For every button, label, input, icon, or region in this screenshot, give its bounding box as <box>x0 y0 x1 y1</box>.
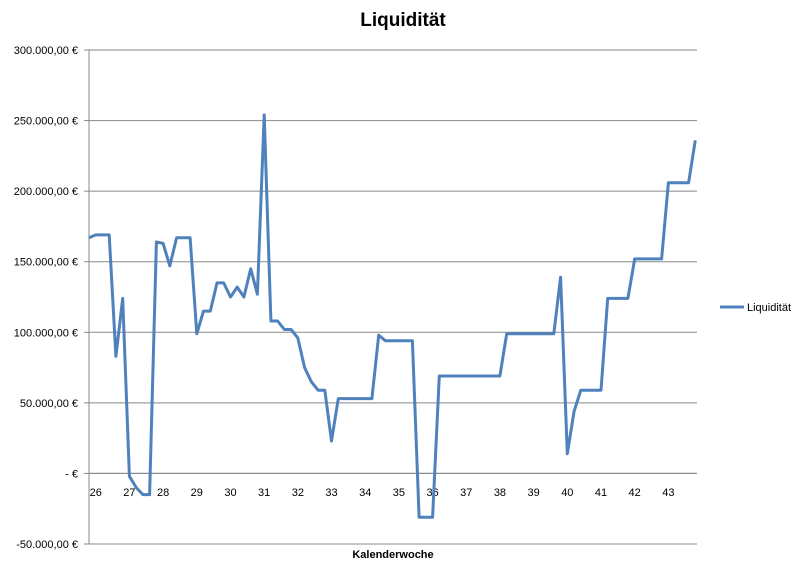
x-tick-label: 26 <box>90 487 102 499</box>
axes <box>88 50 697 544</box>
y-tick-label: 300.000,00 € <box>14 45 78 57</box>
chart-title: Liquidität <box>360 10 446 31</box>
x-tick-label: 33 <box>325 487 337 499</box>
x-tick-label: 40 <box>561 487 573 499</box>
x-tick-label: 27 <box>123 487 135 499</box>
x-tick-label: 43 <box>662 487 674 499</box>
x-tick-label: 41 <box>595 487 607 499</box>
x-tick-label: 34 <box>359 487 371 499</box>
x-tick-label: 32 <box>292 487 304 499</box>
y-tick-label: 250.000,00 € <box>14 116 78 128</box>
y-tick-label: 100.000,00 € <box>14 327 78 339</box>
x-tick-label: 30 <box>224 487 236 499</box>
gridlines <box>89 49 697 545</box>
legend: Liquidität <box>720 302 791 314</box>
x-tick-label: 42 <box>629 487 641 499</box>
x-tick-label: 38 <box>494 487 506 499</box>
y-tick-label: 200.000,00 € <box>14 186 78 198</box>
y-axis-ticks: 300.000,00 € 250.000,00 € 200.000,00 € 150.… <box>14 45 89 551</box>
legend-label: Liquidität <box>747 302 791 314</box>
y-tick-label: - € <box>65 468 78 480</box>
x-tick-label: 31 <box>258 487 270 499</box>
y-tick-label: 150.000,00 € <box>14 257 78 269</box>
x-tick-label: 28 <box>157 487 169 499</box>
y-tick-label: -50.000,00 € <box>16 539 78 551</box>
x-axis-label: Kalenderwoche <box>352 549 433 561</box>
x-tick-label: 29 <box>191 487 203 499</box>
series <box>88 113 697 519</box>
y-tick-label: 50.000,00 € <box>20 398 78 410</box>
series-line <box>88 113 697 519</box>
x-tick-label: 35 <box>393 487 405 499</box>
x-tick-label: 37 <box>460 487 472 499</box>
x-axis-ticks: 26 27 28 29 30 31 32 33 34 35 36 37 38 39 40 41 42 43 <box>90 487 675 499</box>
x-tick-label: 39 <box>528 487 540 499</box>
